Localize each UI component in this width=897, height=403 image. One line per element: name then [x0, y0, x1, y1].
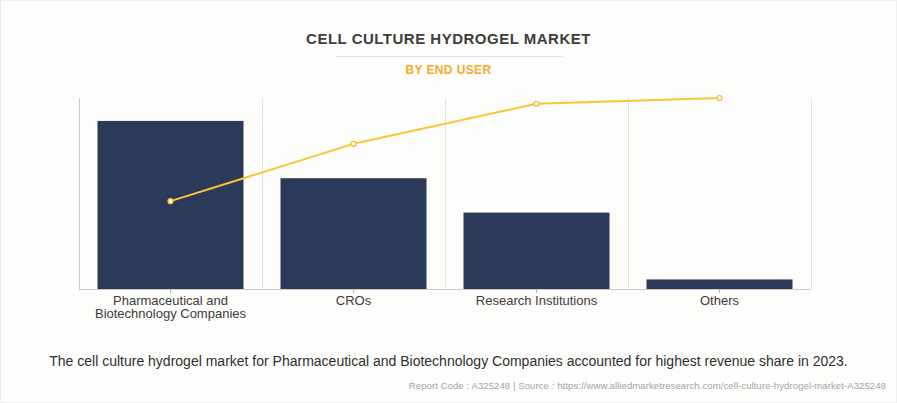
bar-2[interactable] [464, 213, 610, 289]
chart-title: CELL CULTURE HYDROGEL MARKET [1, 30, 896, 47]
line-marker-1[interactable] [351, 141, 356, 146]
bar-3[interactable] [647, 279, 793, 289]
bar-1[interactable] [281, 178, 427, 289]
category-label-2: Research Institutions [447, 294, 627, 307]
chart-card: CELL CULTURE HYDROGEL MARKET BY END USER… [0, 0, 897, 403]
title-divider [335, 56, 563, 57]
report-source-text: Report Code : A325248 | Source : https:/… [409, 380, 886, 391]
bar-0[interactable] [98, 121, 244, 289]
line-marker-3[interactable] [717, 96, 722, 101]
line-marker-0[interactable] [168, 199, 173, 204]
category-label-0: Pharmaceutical and Biotechnology Compani… [81, 294, 261, 320]
category-label-3: Others [630, 294, 810, 307]
chart-subtitle: BY END USER [1, 63, 896, 77]
line-marker-2[interactable] [534, 101, 539, 106]
category-label-1: CROs [264, 294, 444, 307]
pareto-chart [79, 92, 811, 294]
chart-caption: The cell culture hydrogel market for Pha… [1, 353, 896, 369]
